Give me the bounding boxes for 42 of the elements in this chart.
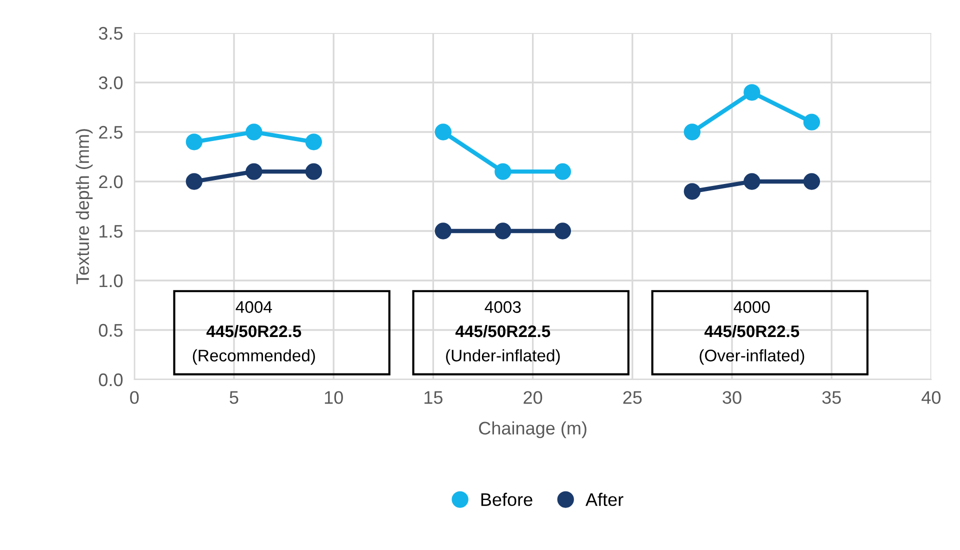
point — [494, 163, 512, 180]
y-tick-label: 1.5 — [100, 225, 123, 238]
x-tick-label: 20 — [524, 391, 542, 404]
x-tick-label: 30 — [722, 391, 742, 404]
point — [434, 124, 452, 140]
x-axis-title: Chainage (m) — [479, 421, 586, 438]
point — [305, 134, 322, 150]
point — [684, 183, 700, 200]
point — [246, 163, 262, 180]
y-tick-label: 1.0 — [100, 274, 123, 288]
point — [803, 173, 820, 190]
point — [554, 222, 572, 240]
y-axis-title: Texture depth (mm) — [76, 129, 93, 284]
x-tick-label: 35 — [822, 391, 841, 404]
point — [684, 124, 700, 140]
point — [186, 173, 202, 190]
annotation: 4003 445/50R22.5 (Under-inflated) — [446, 301, 560, 365]
y-tick-label: 3.0 — [98, 76, 123, 90]
y-tick-label: 3.5 — [98, 26, 123, 40]
y-tick-label: 2.5 — [99, 126, 123, 139]
x-tick-label: 0 — [130, 391, 139, 404]
legend-label: After — [586, 492, 624, 506]
annotation: 4004 445/50R22.5 (Recommended) — [192, 301, 315, 365]
x-tick-label: 15 — [424, 391, 442, 404]
point — [246, 124, 262, 140]
point — [186, 134, 202, 150]
point — [554, 163, 572, 180]
point — [744, 84, 760, 101]
legend-label: Before — [481, 492, 532, 506]
point — [744, 173, 760, 190]
x-tick-label: 10 — [324, 391, 343, 404]
point — [803, 114, 820, 130]
x-tick-label: 40 — [922, 391, 941, 404]
y-tick-label: 2.0 — [99, 175, 123, 188]
annotation: 4000 445/50R22.5 (Over-inflated) — [700, 301, 804, 365]
y-tick-label: 0.5 — [98, 324, 123, 337]
x-tick-label: 5 — [230, 391, 238, 404]
point — [494, 222, 512, 240]
x-tick-label: 25 — [623, 391, 642, 404]
y-tick-label: 0.0 — [98, 373, 123, 386]
point — [434, 222, 452, 240]
point — [305, 163, 322, 180]
